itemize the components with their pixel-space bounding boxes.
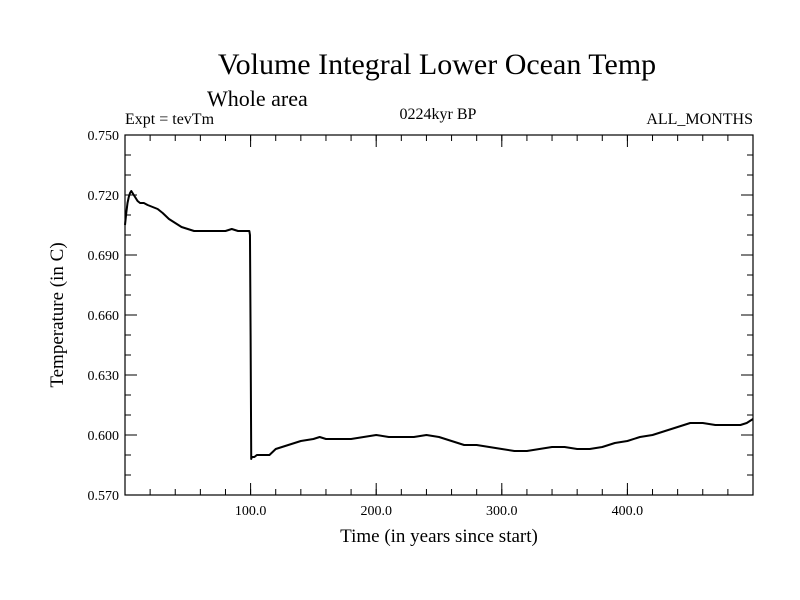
x-tick-label: 100.0 bbox=[235, 504, 267, 519]
y-tick-label: 0.600 bbox=[88, 429, 120, 444]
minor-ticks bbox=[125, 135, 753, 495]
x-tick-label: 400.0 bbox=[612, 504, 644, 519]
x-tick-label: 300.0 bbox=[486, 504, 518, 519]
x-axis-ticks: 100.0 200.0 300.0 400.0 bbox=[235, 135, 643, 519]
y-tick-label: 0.750 bbox=[88, 129, 120, 144]
y-tick-label: 0.660 bbox=[88, 309, 120, 324]
series-line bbox=[124, 190, 754, 460]
y-axis-ticks: 0.750 0.720 0.690 0.660 0.630 0.600 0.570 bbox=[88, 129, 753, 504]
y-tick-label: 0.690 bbox=[88, 249, 120, 264]
y-tick-label: 0.570 bbox=[88, 489, 120, 504]
x-tick-label: 200.0 bbox=[360, 504, 392, 519]
chart-title: Volume Integral Lower Ocean Temp bbox=[218, 48, 656, 81]
period-label: 0224kyr BP bbox=[400, 106, 477, 123]
y-axis-label: Temperature (in C) bbox=[47, 242, 68, 387]
chart-subtitle: Whole area bbox=[207, 86, 308, 111]
plot-frame bbox=[124, 134, 754, 496]
x-axis-label: Time (in years since start) bbox=[340, 526, 538, 547]
months-label: ALL_MONTHS bbox=[646, 111, 753, 128]
y-tick-label: 0.630 bbox=[88, 369, 120, 384]
y-tick-label: 0.720 bbox=[88, 189, 120, 204]
experiment-label: Expt = tevTm bbox=[125, 111, 215, 128]
series-group bbox=[124, 190, 754, 460]
